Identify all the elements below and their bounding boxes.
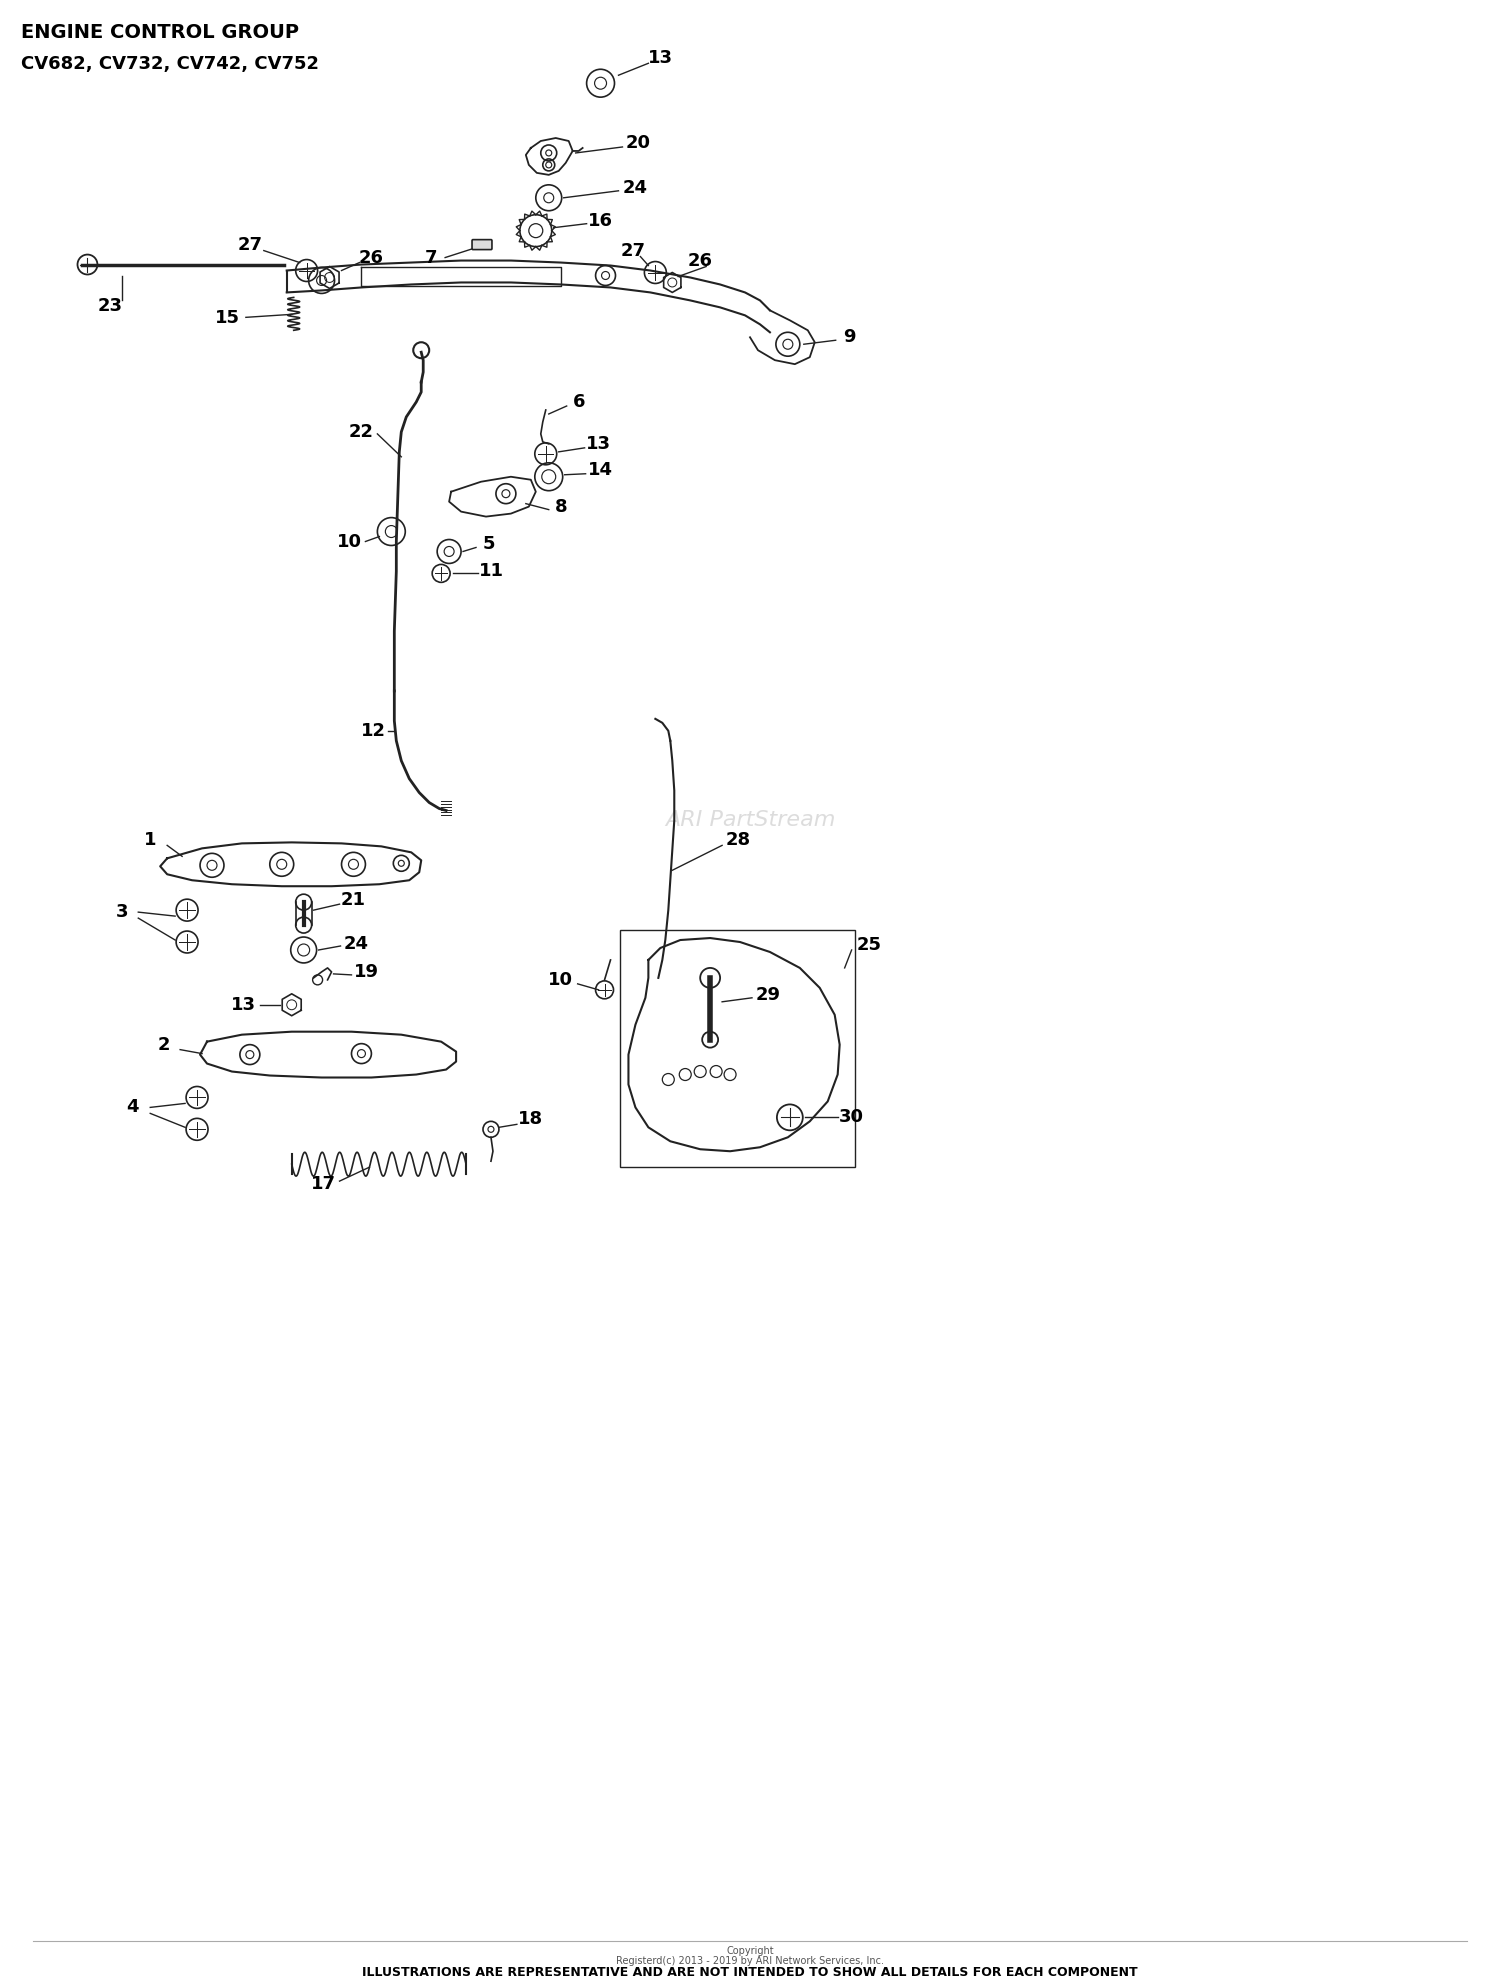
Text: 11: 11 — [478, 561, 504, 581]
Text: 8: 8 — [555, 498, 567, 516]
Text: 27: 27 — [621, 242, 646, 260]
Text: 16: 16 — [588, 212, 613, 230]
Text: 21: 21 — [340, 891, 366, 909]
Text: 3: 3 — [116, 903, 129, 921]
Text: 15: 15 — [214, 310, 240, 327]
Text: 1: 1 — [144, 831, 156, 849]
Text: 12: 12 — [362, 722, 386, 740]
Text: 17: 17 — [310, 1175, 336, 1192]
Text: 23: 23 — [98, 298, 123, 315]
Text: 13: 13 — [231, 996, 256, 1014]
Text: 26: 26 — [687, 252, 712, 270]
Text: 10: 10 — [338, 532, 362, 550]
Text: 13: 13 — [648, 50, 674, 67]
Text: Copyright: Copyright — [726, 1946, 774, 1956]
Text: 10: 10 — [548, 970, 573, 988]
Text: 24: 24 — [344, 934, 369, 952]
Text: 6: 6 — [573, 393, 585, 411]
Text: 27: 27 — [237, 236, 262, 254]
Text: 14: 14 — [588, 460, 613, 478]
Text: ENGINE CONTROL GROUP: ENGINE CONTROL GROUP — [21, 24, 298, 42]
Text: 13: 13 — [586, 434, 610, 452]
Text: 30: 30 — [839, 1109, 864, 1127]
Text: ILLUSTRATIONS ARE REPRESENTATIVE AND ARE NOT INTENDED TO SHOW ALL DETAILS FOR EA: ILLUSTRATIONS ARE REPRESENTATIVE AND ARE… — [362, 1966, 1138, 1978]
Text: CV682, CV732, CV742, CV752: CV682, CV732, CV742, CV752 — [21, 56, 318, 73]
Text: 20: 20 — [626, 135, 651, 153]
Text: 7: 7 — [424, 248, 438, 266]
Text: 19: 19 — [354, 962, 380, 980]
Text: 9: 9 — [843, 327, 856, 347]
FancyBboxPatch shape — [472, 240, 492, 250]
Text: Registerd(c) 2013 - 2019 by ARI Network Services, Inc.: Registerd(c) 2013 - 2019 by ARI Network … — [616, 1956, 884, 1966]
Text: 24: 24 — [622, 179, 648, 196]
Text: 29: 29 — [756, 986, 780, 1004]
Text: ARI PartStream: ARI PartStream — [664, 811, 836, 831]
Text: 5: 5 — [483, 536, 495, 554]
Text: 25: 25 — [856, 936, 882, 954]
Text: 28: 28 — [726, 831, 750, 849]
Text: 18: 18 — [519, 1111, 543, 1129]
Text: 2: 2 — [158, 1036, 171, 1054]
Text: 26: 26 — [358, 248, 384, 266]
Text: 4: 4 — [126, 1099, 138, 1117]
Text: 22: 22 — [350, 423, 374, 440]
